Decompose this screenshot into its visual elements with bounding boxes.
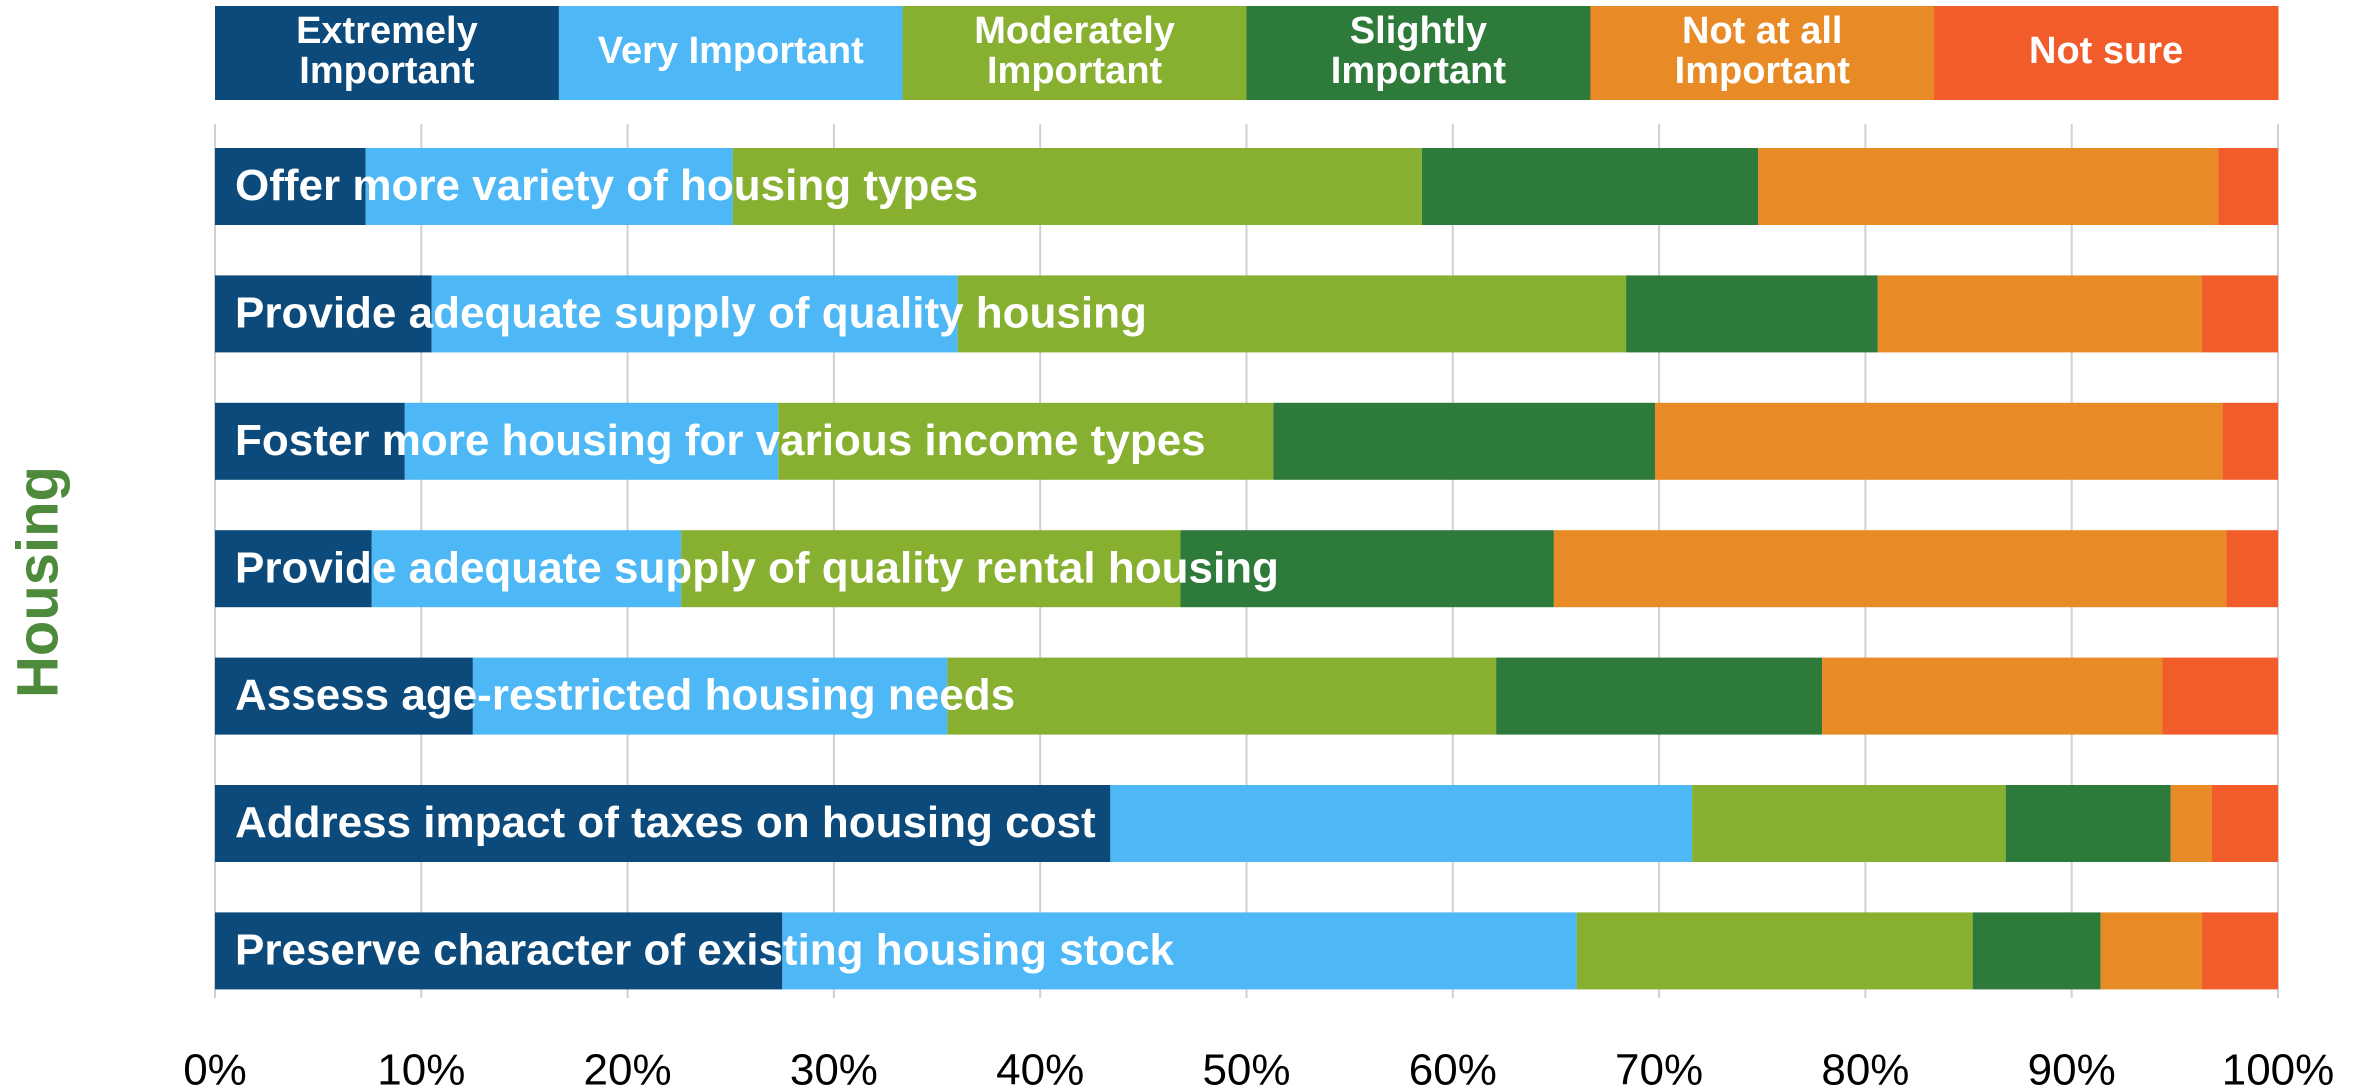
- legend-line: Not at all: [1682, 10, 1842, 52]
- bar-segment: [1273, 402, 1655, 480]
- x-tick-label: 60%: [1409, 1046, 1497, 1091]
- legend-label: Very Important: [598, 30, 864, 72]
- bar-segment: [2222, 402, 2278, 480]
- y-axis-title: Housing: [5, 466, 70, 698]
- category-label: Offer more variety of housing types: [235, 161, 978, 210]
- x-tick-label: 0%: [183, 1046, 247, 1091]
- category-label: Provide adequate supply of quality housi…: [235, 289, 1147, 338]
- bar-segment: [2201, 912, 2278, 990]
- bar-segment: [1553, 530, 2227, 608]
- bar-segment: [472, 657, 948, 735]
- legend-label: Not at all Important: [1675, 10, 1851, 92]
- legend-line: Important: [1331, 50, 1507, 92]
- bar-segment: [431, 275, 958, 353]
- legend-label: Extremely Important: [296, 10, 478, 92]
- legend-line: Important: [1675, 50, 1851, 92]
- category-label: Address impact of taxes on housing cost: [235, 798, 1096, 847]
- category-label: Foster more housing for various income t…: [235, 416, 1206, 465]
- bar-segment: [215, 912, 783, 990]
- legend-line: Important: [987, 50, 1163, 92]
- x-tick-label: 50%: [1202, 1046, 1290, 1091]
- bar-segment: [404, 402, 779, 480]
- bar-segment: [1180, 530, 1554, 608]
- bar-segment: [215, 785, 1111, 862]
- x-tick-label: 40%: [996, 1046, 1084, 1091]
- x-tick-label: 70%: [1615, 1046, 1703, 1091]
- bar-segment: [782, 912, 1577, 990]
- legend-swatch: [902, 6, 1247, 100]
- bar-segment: [2170, 785, 2212, 862]
- bar-segment: [2162, 657, 2278, 735]
- bar-segment: [215, 402, 405, 480]
- bar-segment: [681, 530, 1181, 608]
- bar-segment: [2218, 148, 2278, 225]
- bar-segment: [2211, 785, 2278, 862]
- bar-segment: [1877, 275, 2202, 353]
- legend-line: Important: [299, 50, 475, 92]
- legend-swatch: [558, 6, 904, 100]
- legend-label: Moderately Important: [974, 10, 1175, 92]
- legend-line: Very Important: [598, 30, 864, 72]
- legend-line: Not sure: [2029, 30, 2183, 72]
- bar-segment: [1576, 912, 1973, 990]
- legend-swatch: [1590, 6, 1935, 100]
- x-tick-label: 80%: [1821, 1046, 1909, 1091]
- legend-swatch: [215, 6, 560, 100]
- legend-line: Slightly: [1350, 10, 1487, 52]
- bar-segment: [215, 148, 366, 225]
- bar-segment: [1421, 148, 1759, 225]
- bar-segment: [1692, 785, 2006, 862]
- legend-label: Not sure: [2029, 30, 2183, 72]
- bar-segment: [947, 657, 1497, 735]
- bar-segment: [215, 530, 372, 608]
- bar-segment: [1626, 275, 1878, 353]
- bar-segment: [732, 148, 1422, 225]
- bar-segment: [1972, 912, 2101, 990]
- bar-segment: [215, 657, 473, 735]
- bar-segment: [957, 275, 1627, 353]
- legend-label: Slightly Important: [1331, 10, 1507, 92]
- bar-segment: [365, 148, 733, 225]
- bar-segment: [1496, 657, 1823, 735]
- legend-swatch: [1934, 6, 2279, 100]
- bar-segment: [1758, 148, 2219, 225]
- category-label: Preserve character of existing housing s…: [235, 926, 1175, 975]
- x-tick-label: 100%: [2222, 1046, 2335, 1091]
- bar-segment: [1654, 402, 2223, 480]
- bar-segment: [1110, 785, 1693, 862]
- x-tick-label: 20%: [584, 1046, 672, 1091]
- legend-swatch: [1246, 6, 1591, 100]
- bar-segment: [2226, 530, 2278, 608]
- bar-segment: [2100, 912, 2202, 990]
- x-tick-label: 10%: [377, 1046, 465, 1091]
- legend-line: Extremely: [296, 10, 478, 52]
- category-label: Provide adequate supply of quality renta…: [235, 543, 1279, 592]
- bar-segment: [778, 402, 1274, 480]
- x-tick-label: 90%: [2028, 1046, 2116, 1091]
- x-tick-label: 30%: [790, 1046, 878, 1091]
- bar-segment: [215, 275, 432, 353]
- bar-segment: [2201, 275, 2278, 353]
- category-label: Assess age-restricted housing needs: [235, 671, 1015, 720]
- bar-segment: [1822, 657, 2163, 735]
- bar-segment: [2005, 785, 2171, 862]
- bar-segment: [371, 530, 682, 608]
- legend-line: Moderately: [974, 10, 1175, 52]
